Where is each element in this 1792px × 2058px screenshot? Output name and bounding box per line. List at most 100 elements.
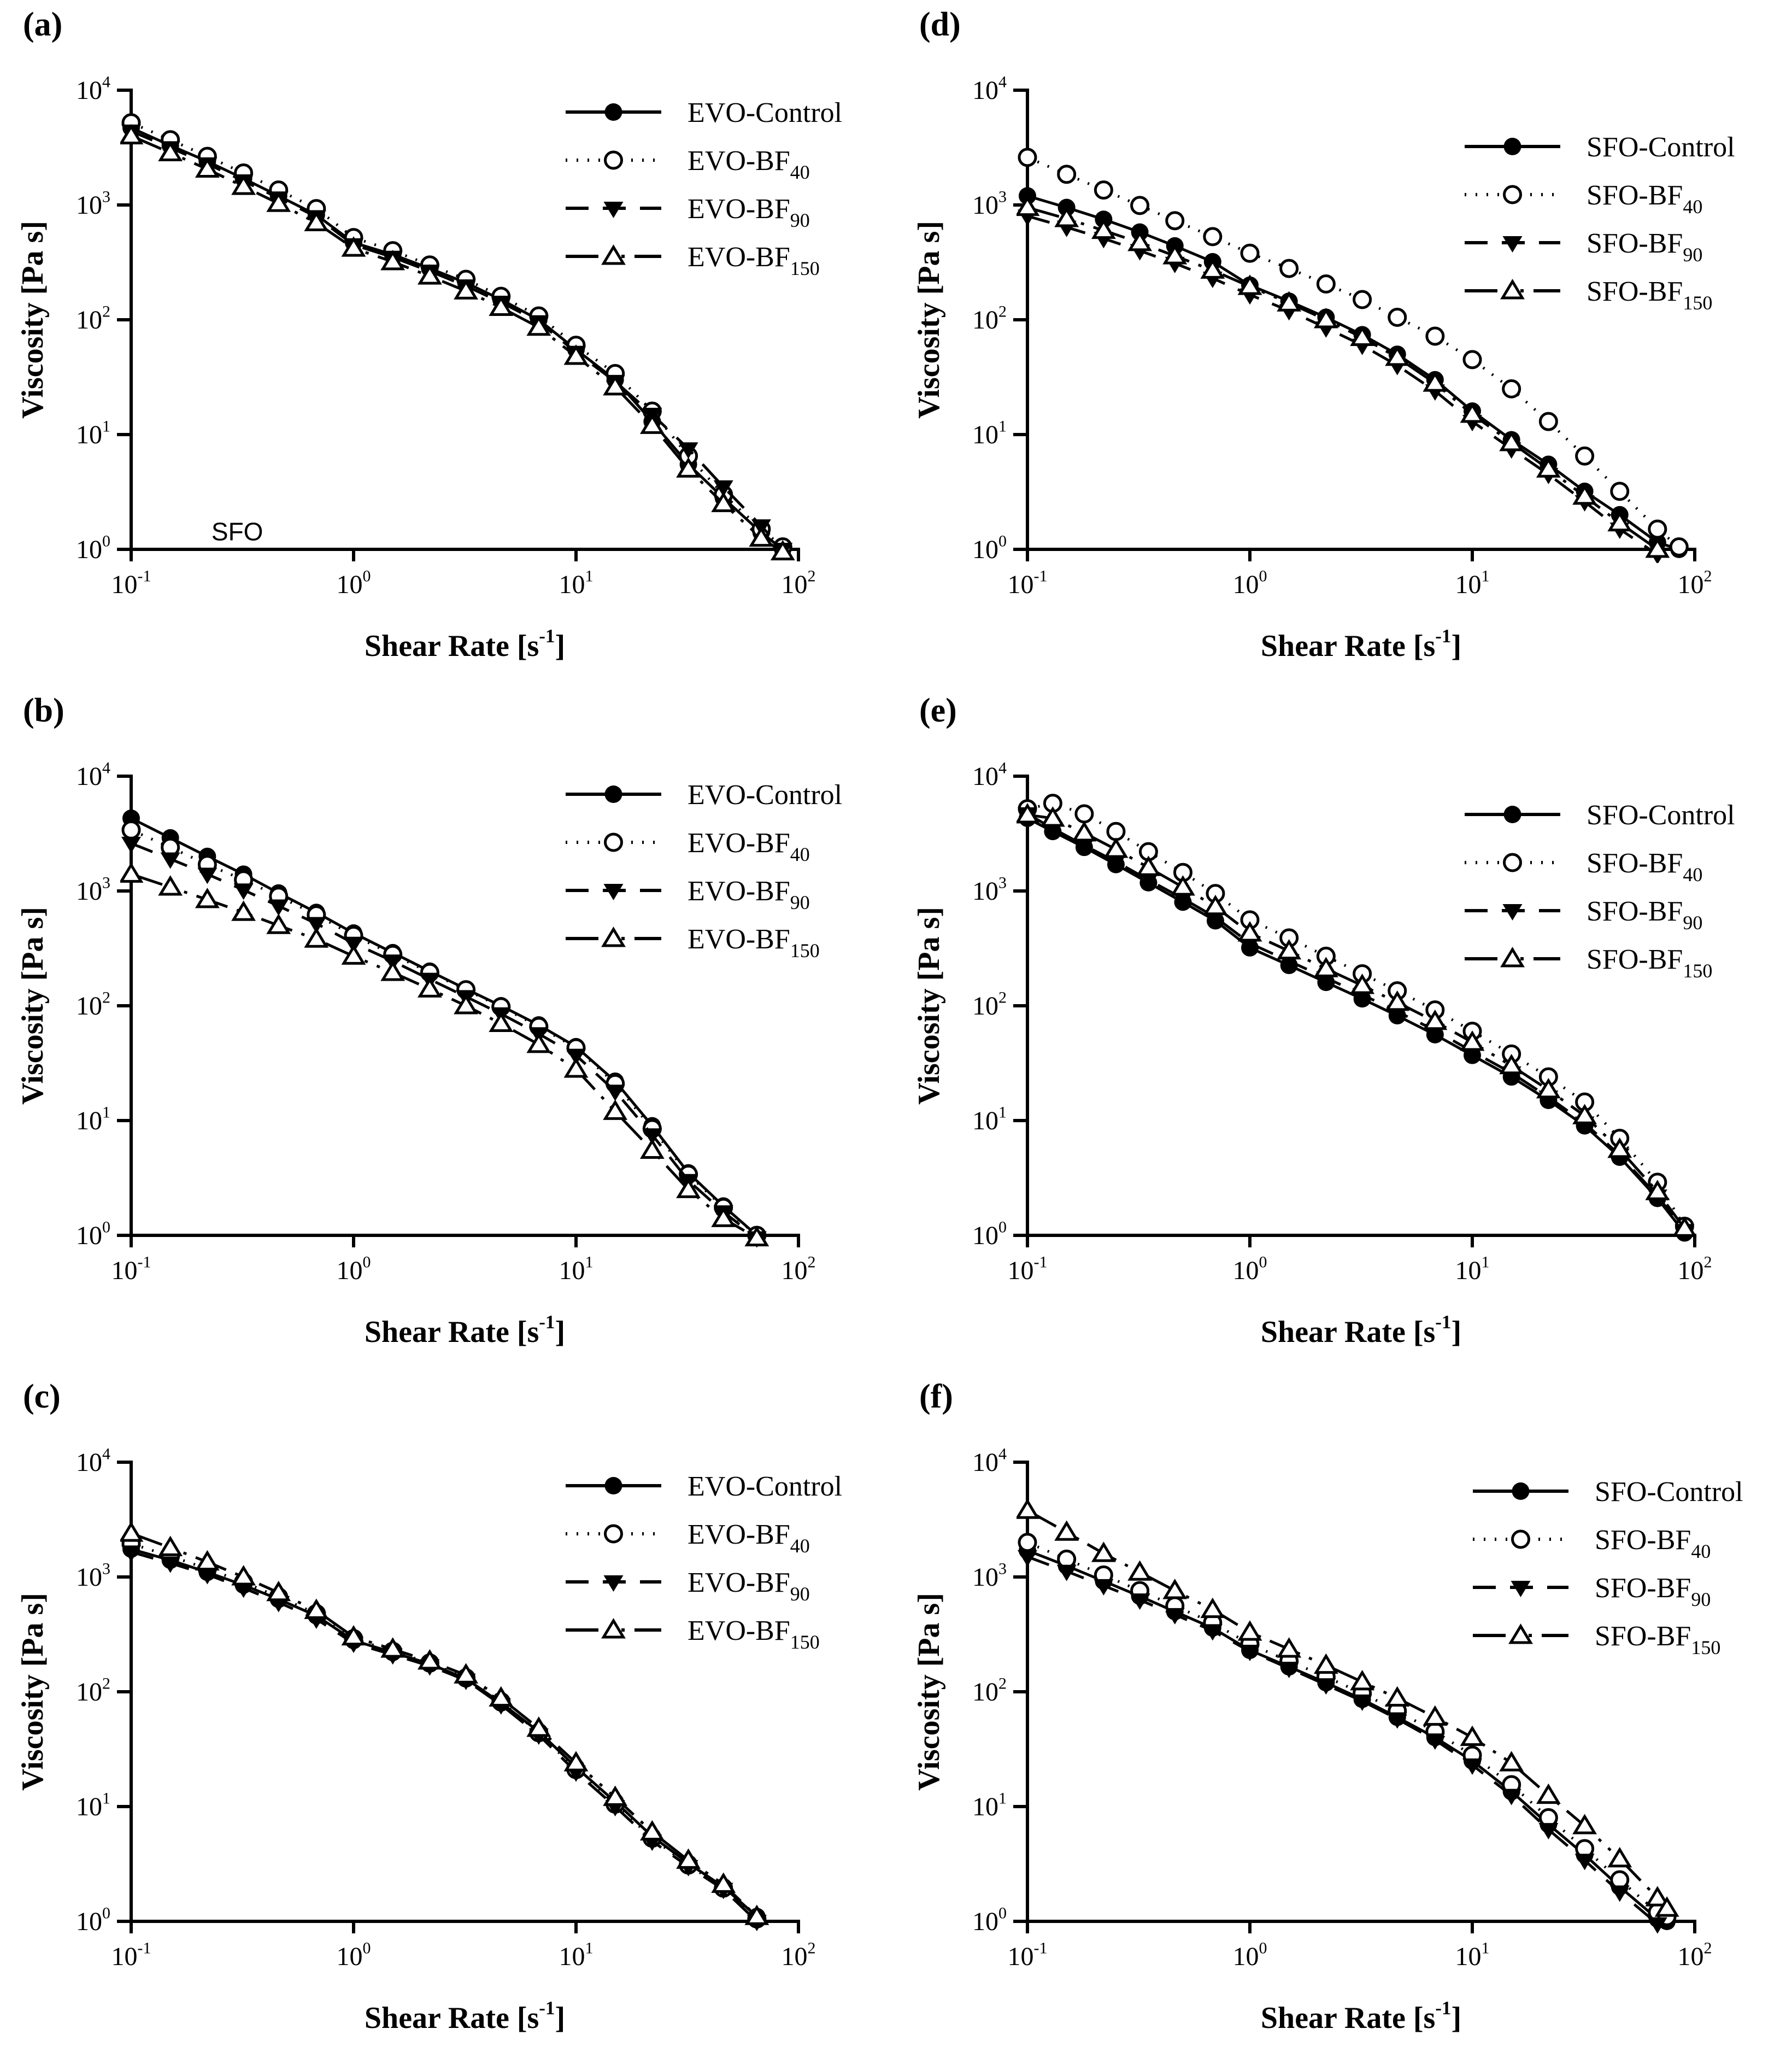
triangle-up-open-marker xyxy=(603,374,628,396)
legend-entry-SFO-BF150: SFO-BF150 xyxy=(1465,944,1712,982)
y-tick-label: 102 xyxy=(76,1674,110,1707)
triangle-up-open-marker xyxy=(1423,1705,1448,1726)
triangle-up-open-marker xyxy=(1277,939,1302,960)
legend-entry-EVO-BF90: EVO-BF90 xyxy=(566,876,810,913)
legend-label: SFO-Control xyxy=(1587,800,1735,831)
y-tick-labels: 100 101 102 103 104 xyxy=(76,759,131,1250)
triangle-up-open-marker xyxy=(711,1872,736,1893)
circle-filled-marker xyxy=(604,1477,622,1494)
triangle-up-open-marker xyxy=(639,413,665,434)
circle-open-marker xyxy=(1462,350,1482,370)
triangle-up-open-marker xyxy=(1017,1498,1040,1519)
legend-label: EVO-BF40 xyxy=(688,828,810,865)
y-tick-label: 103 xyxy=(972,873,1007,906)
series-line-dashed xyxy=(1027,1555,1659,1925)
legend-label: EVO-Control xyxy=(688,779,842,811)
series-SFO-BF150 xyxy=(1017,1498,1679,1917)
x-tick-label: 100 xyxy=(337,567,371,599)
triangle-up-open-marker xyxy=(744,1904,769,1925)
y-tick-label: 101 xyxy=(76,1789,110,1821)
triangle-up-open-marker xyxy=(676,1848,701,1869)
triangle-down-filled-marker xyxy=(121,836,141,853)
y-axis-title: Viscosity [Pa s] xyxy=(912,907,946,1105)
x-axis-title: Shear Rate [s-1] xyxy=(1261,625,1461,663)
x-tick-label: 10-1 xyxy=(111,1939,151,1971)
triangle-up-open-marker xyxy=(231,174,256,195)
triangle-down-filled-marker xyxy=(160,852,180,869)
legend-entry-SFO-BF90: SFO-BF90 xyxy=(1473,1573,1711,1610)
y-tick-label: 104 xyxy=(76,759,110,791)
legend-entry-SFO-BF150: SFO-BF150 xyxy=(1465,276,1712,314)
legend-label: SFO-BF150 xyxy=(1587,276,1712,314)
triangle-down-filled-marker xyxy=(1425,1733,1445,1750)
legend-entry-EVO-Control: EVO-Control xyxy=(566,97,842,128)
triangle-down-filled-marker xyxy=(1538,1823,1559,1840)
y-tick-label: 101 xyxy=(76,417,110,449)
x-tick-label: 10-1 xyxy=(1008,567,1048,599)
triangle-up-open-marker xyxy=(1072,821,1097,842)
x-tick-label: 100 xyxy=(1233,1939,1267,1971)
y-tick-label: 102 xyxy=(76,302,110,335)
series-line-dotted xyxy=(131,1542,758,1920)
triangle-down-filled-marker xyxy=(1501,1789,1521,1805)
triangle-up-open-marker xyxy=(1054,207,1079,227)
triangle-up-open-marker xyxy=(526,1716,551,1737)
triangle-up-open-marker xyxy=(1645,537,1670,558)
series-EVO-BF150 xyxy=(120,862,769,1247)
y-axis-title: Viscosity [Pa s] xyxy=(912,1593,946,1791)
triangle-down-filled-marker xyxy=(1202,1624,1223,1641)
x-tick-label: 102 xyxy=(782,1939,816,1971)
y-tick-labels: 100 101 102 103 104 xyxy=(76,1445,131,1936)
series-SFO-Control xyxy=(1019,1541,1676,1930)
triangle-up-open-marker xyxy=(1572,1104,1597,1124)
legend-label: EVO-BF150 xyxy=(688,242,820,279)
x-tick-labels: 10-1 100 101 102 xyxy=(1008,549,1712,599)
panel-letter-a: (a) xyxy=(23,6,63,43)
legend: EVO-Control EVO-BF40 EVO-BF90 EVO-BF150 xyxy=(566,97,842,279)
series-SFO-BF90 xyxy=(1018,209,1667,563)
series-line-solid xyxy=(1026,817,1686,1234)
y-tick-label: 103 xyxy=(972,187,1007,220)
legend-entry-SFO-Control: SFO-Control xyxy=(1465,132,1735,163)
triangle-up-open-marker xyxy=(1423,1009,1448,1030)
triangle-up-open-marker xyxy=(1460,1030,1485,1051)
x-tick-labels: 10-1 100 101 102 xyxy=(1008,1235,1712,1285)
triangle-up-open-marker xyxy=(1500,947,1525,968)
y-tick-label: 100 xyxy=(972,1904,1007,1936)
legend-entry-EVO-BF150: EVO-BF150 xyxy=(566,242,820,279)
x-tick-label: 100 xyxy=(337,1253,371,1285)
legend-label: EVO-BF90 xyxy=(688,194,810,231)
triangle-up-open-marker xyxy=(601,1618,626,1639)
triangle-up-open-marker xyxy=(676,457,701,478)
triangle-up-open-marker xyxy=(1645,1180,1670,1200)
triangle-up-open-marker xyxy=(1350,1670,1375,1691)
x-tick-label: 101 xyxy=(559,567,594,599)
y-tick-label: 104 xyxy=(76,73,110,105)
legend-label: SFO-BF40 xyxy=(1587,180,1702,218)
triangle-up-open-marker xyxy=(1385,990,1410,1011)
series-line-dash-dot-dot xyxy=(131,872,758,1239)
triangle-up-open-marker xyxy=(1536,1078,1561,1099)
triangle-down-filled-marker xyxy=(1502,904,1523,920)
series-EVO-Control xyxy=(122,119,792,558)
triangle-up-open-marker xyxy=(639,1138,665,1159)
series-line-dash-dot-dot xyxy=(131,134,784,553)
legend-label: SFO-BF150 xyxy=(1595,1621,1720,1658)
legend-label: SFO-BF90 xyxy=(1587,896,1702,934)
legend-entry-EVO-Control: EVO-Control xyxy=(566,779,842,811)
y-tick-label: 103 xyxy=(972,1559,1007,1592)
series-EVO-Control xyxy=(122,1540,766,1926)
circle-open-marker xyxy=(1165,211,1185,231)
triangle-up-open-marker xyxy=(1536,457,1561,478)
legend-label: EVO-Control xyxy=(688,1471,842,1502)
circle-open-marker xyxy=(1669,537,1689,557)
triangle-down-filled-marker xyxy=(1462,1758,1482,1775)
panel-a: (a) 10-1 100 101 102 100 101 102 103 104 Shear Ra… xyxy=(0,0,896,686)
triangle-up-open-marker xyxy=(1091,218,1116,239)
triangle-down-filled-marker xyxy=(1018,1550,1037,1567)
triangle-up-open-marker xyxy=(526,1032,551,1053)
circle-open-marker xyxy=(1388,308,1407,327)
